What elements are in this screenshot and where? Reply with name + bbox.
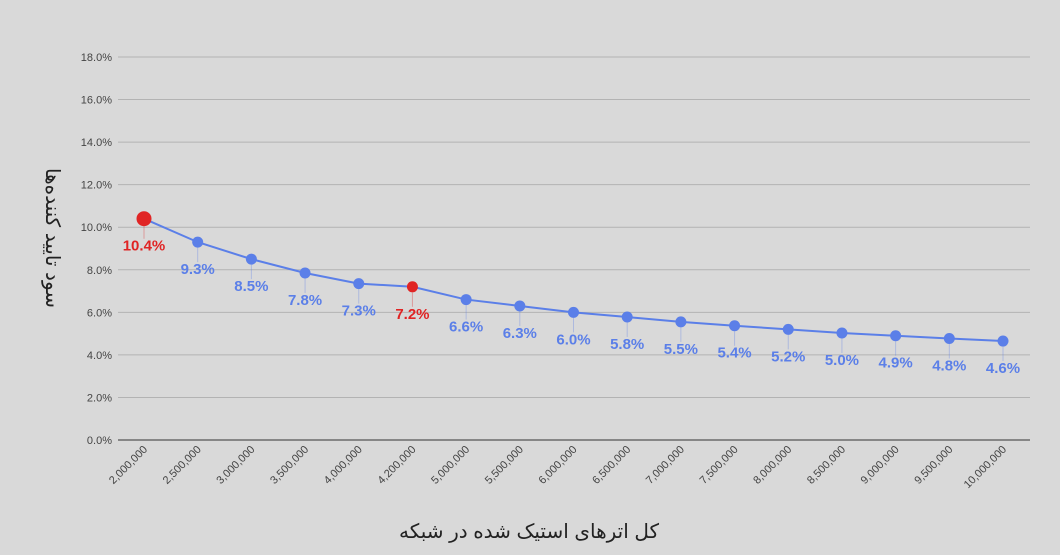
y-tick-label: 12.0% [81,180,112,192]
data-label: 7.8% [288,292,322,309]
x-axis-title: کل اترهای استیک شده در شبکه [399,521,660,543]
data-point [245,253,257,265]
data-label: 5.0% [825,352,859,369]
data-point [460,294,472,306]
data-labels: 10.4% 9.3% 8.5% 7.8% 7.3% 7.2% 6.6% 6.3% 6.0% 5.8… [123,238,1020,377]
gridlines [118,56,1030,441]
x-tick-label: 4,200,000 [375,444,418,487]
x-tick-label: 6,500,000 [590,444,633,487]
data-point [675,316,687,328]
x-tick-label: 8,000,000 [751,444,794,487]
x-tick-label: 9,500,000 [912,444,955,487]
data-points [136,211,1009,362]
data-point [729,320,741,332]
data-label: 9.3% [181,261,215,278]
data-label: 4.8% [932,358,966,375]
y-axis-ticks: 0.0% 2.0% 4.0% 6.0% 8.0% 10.0% 12.0% 14.0% 16.0%… [81,52,112,447]
x-tick-label: 5,500,000 [483,444,526,487]
data-label: 8.5% [234,278,268,295]
data-label: 5.8% [610,336,644,353]
x-tick-label: 6,000,000 [537,444,580,487]
data-label: 7.2% [395,306,429,323]
data-point [782,323,794,335]
data-point [136,211,152,227]
x-axis-ticks: 2,000,000 2,500,000 3,000,000 3,500,000 4,00… [107,444,1009,491]
y-tick-label: 16.0% [81,95,112,107]
data-label: 6.3% [503,325,537,342]
x-tick-label: 7,000,000 [644,444,687,487]
x-tick-label: 3,000,000 [214,444,257,487]
x-tick-label: 8,500,000 [805,444,848,487]
data-label: 4.9% [879,355,913,372]
data-point [943,333,955,345]
data-label: 5.2% [771,348,805,365]
data-point [568,306,579,318]
x-tick-label: 10,000,000 [962,444,1009,491]
data-label: 5.5% [664,341,698,358]
y-tick-label: 14.0% [81,137,112,149]
data-point [299,267,311,279]
y-axis-title: سود تایید کننده‌ها [41,168,63,308]
x-tick-label: 5,000,000 [429,444,472,487]
x-tick-label: 4,000,000 [322,444,365,487]
data-label: 4.6% [986,360,1020,377]
data-label: 5.4% [717,345,751,362]
y-tick-label: 0.0% [87,435,112,447]
data-point [997,335,1009,347]
data-label: 6.6% [449,319,483,336]
data-label: 10.4% [123,238,166,255]
data-label: 6.0% [556,331,590,348]
data-point [514,300,526,312]
data-point [406,281,418,293]
y-tick-label: 8.0% [87,265,112,277]
y-tick-label: 10.0% [81,222,112,234]
x-tick-label: 2,000,000 [107,444,150,487]
x-tick-label: 2,500,000 [161,444,204,487]
x-tick-label: 9,000,000 [859,444,902,487]
y-tick-label: 2.0% [87,392,112,404]
data-point [353,278,365,290]
data-point [192,236,204,248]
y-tick-label: 6.0% [87,307,112,319]
data-point [621,311,633,323]
y-tick-label: 4.0% [87,350,112,362]
x-tick-label: 3,500,000 [268,444,311,487]
data-label: 7.3% [342,303,376,320]
data-point [836,327,848,339]
data-point [890,330,902,342]
y-tick-label: 18.0% [81,52,112,64]
x-tick-label: 7,500,000 [698,444,741,487]
